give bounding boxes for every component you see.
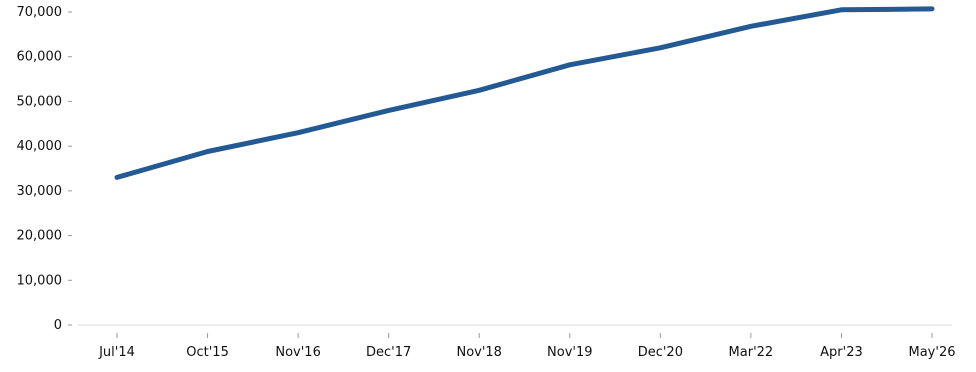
y-tick-label: 40,000 (17, 139, 63, 154)
x-tick-label: Dec'17 (366, 345, 411, 360)
y-tick-label: 60,000 (17, 50, 63, 65)
y-tick-label: 10,000 (17, 273, 63, 288)
y-tick-label: 0 (54, 318, 62, 333)
series-line (114, 6, 935, 180)
x-tick-label: Oct'15 (186, 345, 229, 360)
x-tick-label: May'26 (909, 345, 956, 360)
x-axis: Jul'14 Oct'15 Nov'16 Dec'17 Nov'18 Nov'19 Dec'… (78, 324, 956, 360)
series-line-group (114, 6, 935, 180)
y-tick-label: 50,000 (17, 94, 63, 109)
y-tick-label: 30,000 (17, 184, 63, 199)
x-tick-label: Nov'16 (275, 345, 321, 360)
x-tick-label: Nov'18 (456, 345, 502, 360)
y-tick-label: 70,000 (17, 5, 63, 20)
x-tick-label: Nov'19 (547, 345, 593, 360)
y-tick-label: 20,000 (17, 229, 63, 244)
x-tick-label: Dec'20 (638, 345, 683, 360)
x-tick-label: Mar'22 (729, 345, 774, 360)
x-tick-label: Jul'14 (98, 345, 135, 360)
x-tick-label: Apr'23 (820, 345, 863, 360)
y-axis: 0 10,000 20,000 30,000 40,000 50,000 60,000 70,… (17, 5, 72, 333)
